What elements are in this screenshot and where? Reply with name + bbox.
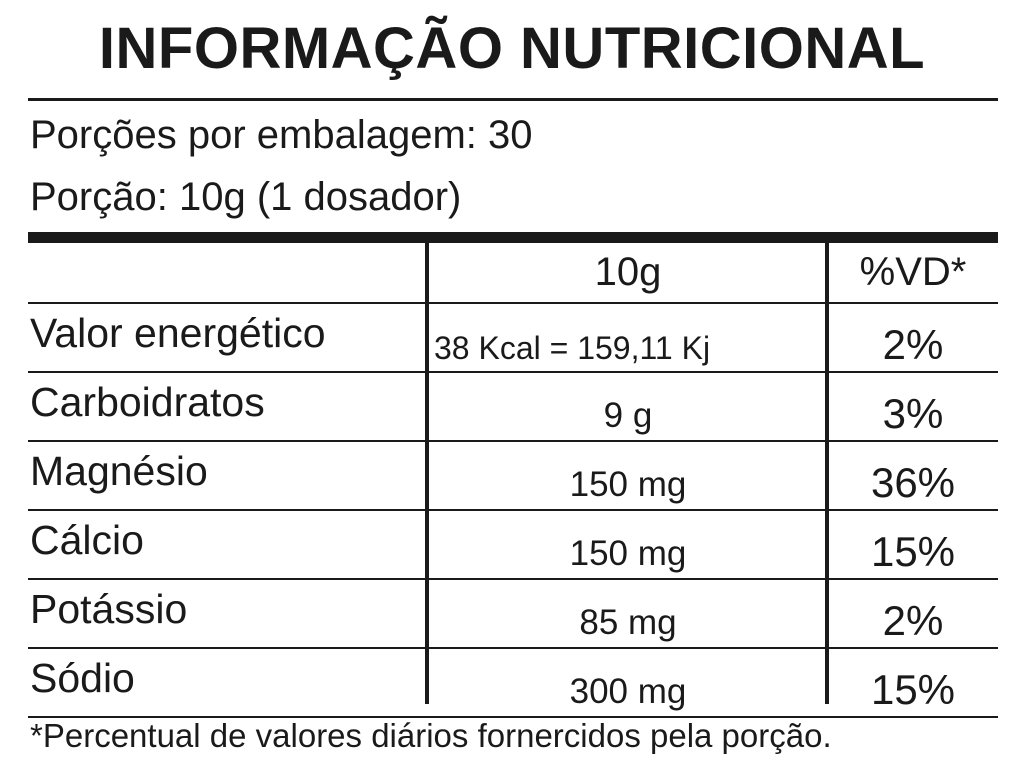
serving-size: Porção: 10g (1 dosador) bbox=[30, 175, 462, 219]
footnote: *Percentual de valores diários fornercid… bbox=[30, 717, 832, 754]
nutrient-amount: 150 mg bbox=[569, 534, 687, 573]
table-header-row: 10g %VD* bbox=[28, 243, 998, 304]
table-row: Magnésio 150 mg 36% bbox=[28, 442, 998, 511]
nutrient-vd: 36% bbox=[870, 459, 956, 506]
nutrient-name: Cálcio bbox=[30, 517, 144, 563]
nutrient-vd: 2% bbox=[882, 597, 944, 644]
nutrient-vd: 15% bbox=[870, 528, 956, 575]
table-row: Carboidratos 9 g 3% bbox=[28, 373, 998, 442]
nutrient-amount: 9 g bbox=[603, 396, 653, 435]
thick-divider bbox=[28, 232, 998, 243]
nutrient-amount: 85 mg bbox=[579, 603, 677, 642]
nutrient-name: Sódio bbox=[30, 655, 135, 701]
column-divider-vd bbox=[825, 243, 829, 704]
header-name-cell bbox=[28, 243, 428, 302]
label-title: INFORMAÇÃO NUTRICIONAL bbox=[98, 16, 926, 81]
nutrient-amount: 300 mg bbox=[569, 672, 687, 711]
table-row: Cálcio 150 mg 15% bbox=[28, 511, 998, 580]
nutrient-name: Carboidratos bbox=[30, 379, 265, 425]
nutrient-vd: 15% bbox=[870, 666, 956, 713]
nutrient-name: Valor energético bbox=[30, 310, 326, 356]
column-divider-amount bbox=[425, 243, 429, 704]
servings-per-package: Porções por embalagem: 30 bbox=[30, 113, 533, 157]
nutrient-vd: 2% bbox=[882, 321, 944, 368]
header-vd-cell: %VD* bbox=[859, 250, 967, 294]
title-divider bbox=[28, 98, 998, 101]
nutrient-vd: 3% bbox=[882, 390, 944, 437]
nutrient-amount: 38 Kcal = 159,11 Kj bbox=[434, 330, 711, 366]
nutrient-name: Magnésio bbox=[30, 448, 208, 494]
nutrient-name: Potássio bbox=[30, 586, 188, 632]
nutrient-amount: 150 mg bbox=[569, 465, 687, 504]
table-row: Valor energético 38 Kcal = 159,11 Kj 2% bbox=[28, 304, 998, 373]
table-row: Sódio 300 mg 15% bbox=[28, 649, 998, 718]
nutrition-table: 10g %VD* Valor energético 38 Kcal = 159,… bbox=[28, 243, 998, 718]
header-amount-cell: 10g bbox=[594, 250, 662, 294]
table-row: Potássio 85 mg 2% bbox=[28, 580, 998, 649]
